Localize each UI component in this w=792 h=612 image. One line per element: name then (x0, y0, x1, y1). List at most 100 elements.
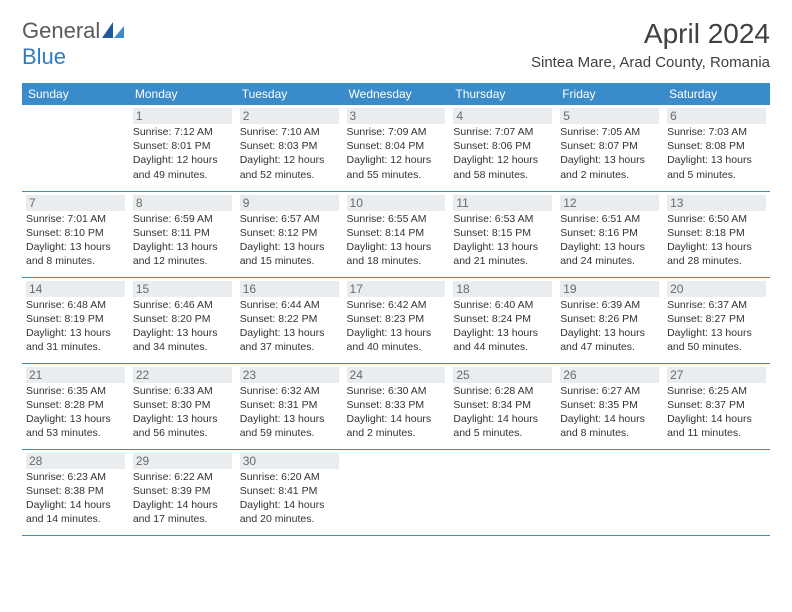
day-number: 25 (453, 367, 552, 383)
day-info: Sunrise: 6:25 AMSunset: 8:37 PMDaylight:… (667, 384, 766, 441)
day-number: 26 (560, 367, 659, 383)
daylight-line2: and 28 minutes. (667, 254, 766, 268)
sunrise-text: Sunrise: 6:51 AM (560, 212, 659, 226)
sunset-text: Sunset: 8:38 PM (26, 484, 125, 498)
day-number: 24 (347, 367, 446, 383)
day-header: Monday (129, 83, 236, 105)
day-number: 14 (26, 281, 125, 297)
daylight-line2: and 24 minutes. (560, 254, 659, 268)
day-header: Thursday (449, 83, 556, 105)
sunset-text: Sunset: 8:35 PM (560, 398, 659, 412)
sunset-text: Sunset: 8:20 PM (133, 312, 232, 326)
day-number: 19 (560, 281, 659, 297)
sunset-text: Sunset: 8:23 PM (347, 312, 446, 326)
day-header: Tuesday (236, 83, 343, 105)
sunset-text: Sunset: 8:41 PM (240, 484, 339, 498)
calendar-day-cell (663, 449, 770, 535)
sunset-text: Sunset: 8:27 PM (667, 312, 766, 326)
daylight-line1: Daylight: 13 hours (453, 240, 552, 254)
day-number: 3 (347, 108, 446, 124)
day-info: Sunrise: 6:51 AMSunset: 8:16 PMDaylight:… (560, 212, 659, 269)
sunset-text: Sunset: 8:10 PM (26, 226, 125, 240)
daylight-line2: and 5 minutes. (453, 426, 552, 440)
calendar-table: Sunday Monday Tuesday Wednesday Thursday… (22, 83, 770, 536)
sunrise-text: Sunrise: 6:44 AM (240, 298, 339, 312)
daylight-line2: and 20 minutes. (240, 512, 339, 526)
daylight-line2: and 40 minutes. (347, 340, 446, 354)
calendar-day-cell: 5Sunrise: 7:05 AMSunset: 8:07 PMDaylight… (556, 105, 663, 191)
sunrise-text: Sunrise: 6:20 AM (240, 470, 339, 484)
calendar-day-cell: 25Sunrise: 6:28 AMSunset: 8:34 PMDayligh… (449, 363, 556, 449)
daylight-line1: Daylight: 14 hours (560, 412, 659, 426)
daylight-line2: and 8 minutes. (560, 426, 659, 440)
calendar-day-cell: 17Sunrise: 6:42 AMSunset: 8:23 PMDayligh… (343, 277, 450, 363)
day-info: Sunrise: 6:27 AMSunset: 8:35 PMDaylight:… (560, 384, 659, 441)
day-info: Sunrise: 7:01 AMSunset: 8:10 PMDaylight:… (26, 212, 125, 269)
daylight-line2: and 11 minutes. (667, 426, 766, 440)
day-info: Sunrise: 6:44 AMSunset: 8:22 PMDaylight:… (240, 298, 339, 355)
sunrise-text: Sunrise: 6:30 AM (347, 384, 446, 398)
calendar-day-cell: 8Sunrise: 6:59 AMSunset: 8:11 PMDaylight… (129, 191, 236, 277)
calendar-week-row: 21Sunrise: 6:35 AMSunset: 8:28 PMDayligh… (22, 363, 770, 449)
sunset-text: Sunset: 8:08 PM (667, 139, 766, 153)
day-number: 22 (133, 367, 232, 383)
calendar-day-cell: 24Sunrise: 6:30 AMSunset: 8:33 PMDayligh… (343, 363, 450, 449)
sunset-text: Sunset: 8:30 PM (133, 398, 232, 412)
daylight-line1: Daylight: 12 hours (133, 153, 232, 167)
day-info: Sunrise: 6:22 AMSunset: 8:39 PMDaylight:… (133, 470, 232, 527)
daylight-line2: and 2 minutes. (560, 168, 659, 182)
daylight-line2: and 52 minutes. (240, 168, 339, 182)
sunrise-text: Sunrise: 6:37 AM (667, 298, 766, 312)
sunset-text: Sunset: 8:39 PM (133, 484, 232, 498)
day-info: Sunrise: 6:50 AMSunset: 8:18 PMDaylight:… (667, 212, 766, 269)
day-number: 8 (133, 195, 232, 211)
day-info: Sunrise: 6:30 AMSunset: 8:33 PMDaylight:… (347, 384, 446, 441)
daylight-line1: Daylight: 14 hours (133, 498, 232, 512)
day-number: 17 (347, 281, 446, 297)
calendar-page: General Blue April 2024 Sintea Mare, Ara… (0, 0, 792, 554)
day-number: 1 (133, 108, 232, 124)
day-number: 9 (240, 195, 339, 211)
day-number: 21 (26, 367, 125, 383)
day-info: Sunrise: 6:59 AMSunset: 8:11 PMDaylight:… (133, 212, 232, 269)
sunset-text: Sunset: 8:22 PM (240, 312, 339, 326)
day-info: Sunrise: 6:53 AMSunset: 8:15 PMDaylight:… (453, 212, 552, 269)
calendar-day-cell: 18Sunrise: 6:40 AMSunset: 8:24 PMDayligh… (449, 277, 556, 363)
day-info: Sunrise: 7:09 AMSunset: 8:04 PMDaylight:… (347, 125, 446, 182)
calendar-week-row: 14Sunrise: 6:48 AMSunset: 8:19 PMDayligh… (22, 277, 770, 363)
day-info: Sunrise: 6:37 AMSunset: 8:27 PMDaylight:… (667, 298, 766, 355)
calendar-day-cell: 4Sunrise: 7:07 AMSunset: 8:06 PMDaylight… (449, 105, 556, 191)
daylight-line2: and 50 minutes. (667, 340, 766, 354)
day-header-row: Sunday Monday Tuesday Wednesday Thursday… (22, 83, 770, 105)
sunrise-text: Sunrise: 6:42 AM (347, 298, 446, 312)
day-number: 29 (133, 453, 232, 469)
sunrise-text: Sunrise: 7:10 AM (240, 125, 339, 139)
sunrise-text: Sunrise: 7:09 AM (347, 125, 446, 139)
page-header: General Blue April 2024 Sintea Mare, Ara… (22, 18, 770, 71)
day-number: 2 (240, 108, 339, 124)
day-info: Sunrise: 7:03 AMSunset: 8:08 PMDaylight:… (667, 125, 766, 182)
sunrise-text: Sunrise: 7:07 AM (453, 125, 552, 139)
calendar-day-cell: 30Sunrise: 6:20 AMSunset: 8:41 PMDayligh… (236, 449, 343, 535)
sunset-text: Sunset: 8:06 PM (453, 139, 552, 153)
daylight-line1: Daylight: 13 hours (26, 412, 125, 426)
calendar-day-cell: 6Sunrise: 7:03 AMSunset: 8:08 PMDaylight… (663, 105, 770, 191)
daylight-line1: Daylight: 14 hours (667, 412, 766, 426)
logo-word-blue: Blue (22, 44, 66, 69)
day-info: Sunrise: 6:42 AMSunset: 8:23 PMDaylight:… (347, 298, 446, 355)
calendar-day-cell: 21Sunrise: 6:35 AMSunset: 8:28 PMDayligh… (22, 363, 129, 449)
daylight-line1: Daylight: 13 hours (26, 240, 125, 254)
calendar-day-cell: 12Sunrise: 6:51 AMSunset: 8:16 PMDayligh… (556, 191, 663, 277)
sunrise-text: Sunrise: 6:23 AM (26, 470, 125, 484)
calendar-day-cell: 14Sunrise: 6:48 AMSunset: 8:19 PMDayligh… (22, 277, 129, 363)
day-info: Sunrise: 6:35 AMSunset: 8:28 PMDaylight:… (26, 384, 125, 441)
day-info: Sunrise: 6:20 AMSunset: 8:41 PMDaylight:… (240, 470, 339, 527)
sunset-text: Sunset: 8:14 PM (347, 226, 446, 240)
sunset-text: Sunset: 8:01 PM (133, 139, 232, 153)
title-block: April 2024 Sintea Mare, Arad County, Rom… (531, 18, 770, 71)
daylight-line2: and 17 minutes. (133, 512, 232, 526)
day-number: 6 (667, 108, 766, 124)
logo: General Blue (22, 18, 124, 70)
sunset-text: Sunset: 8:11 PM (133, 226, 232, 240)
calendar-day-cell: 15Sunrise: 6:46 AMSunset: 8:20 PMDayligh… (129, 277, 236, 363)
